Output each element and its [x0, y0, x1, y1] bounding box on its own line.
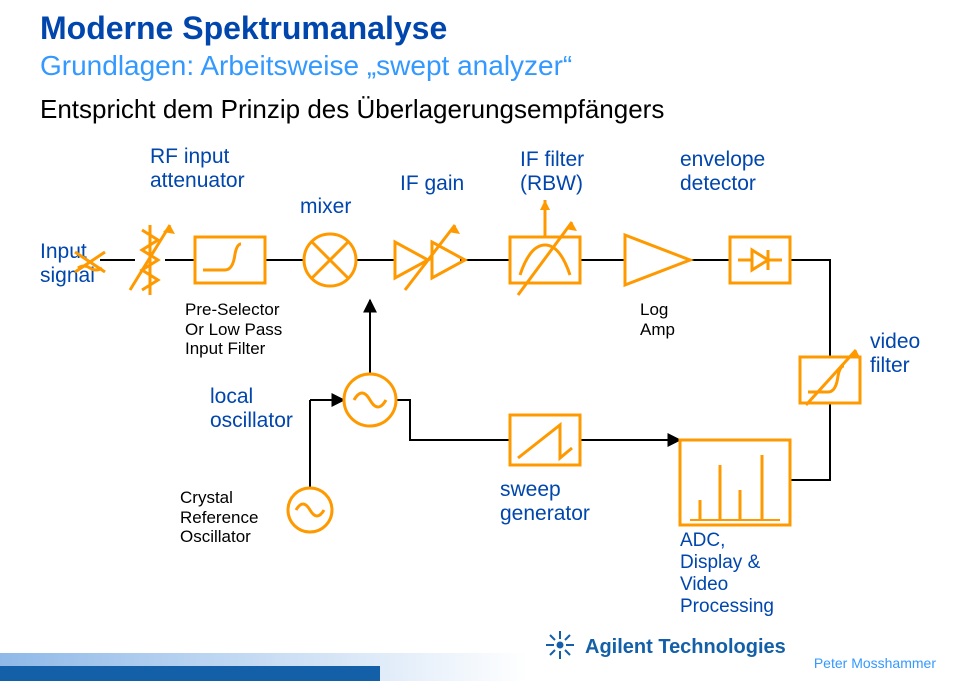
footer-logo-text: Agilent Technologies	[585, 636, 786, 658]
slide-root: Moderne Spektrumanalyse Grundlagen: Arbe…	[0, 0, 960, 681]
crystal-oscillator-icon	[288, 488, 332, 532]
footer: Agilent Technologies	[0, 621, 960, 681]
log-amp-icon	[625, 235, 690, 285]
display-icon	[680, 440, 790, 525]
envelope-detector-icon	[730, 237, 790, 283]
if-gain-icon	[395, 225, 465, 290]
video-filter-icon	[800, 350, 861, 405]
local-oscillator-icon	[344, 374, 396, 426]
if-filter-icon	[510, 200, 580, 295]
footer-author: Peter Mosshammer	[814, 655, 936, 671]
preselector-icon	[195, 237, 265, 283]
agilent-logo-icon	[546, 631, 574, 659]
block-diagram	[0, 0, 960, 681]
input-signal-icon	[75, 252, 105, 272]
mixer-icon	[304, 234, 356, 286]
sweep-generator-icon	[510, 415, 580, 465]
